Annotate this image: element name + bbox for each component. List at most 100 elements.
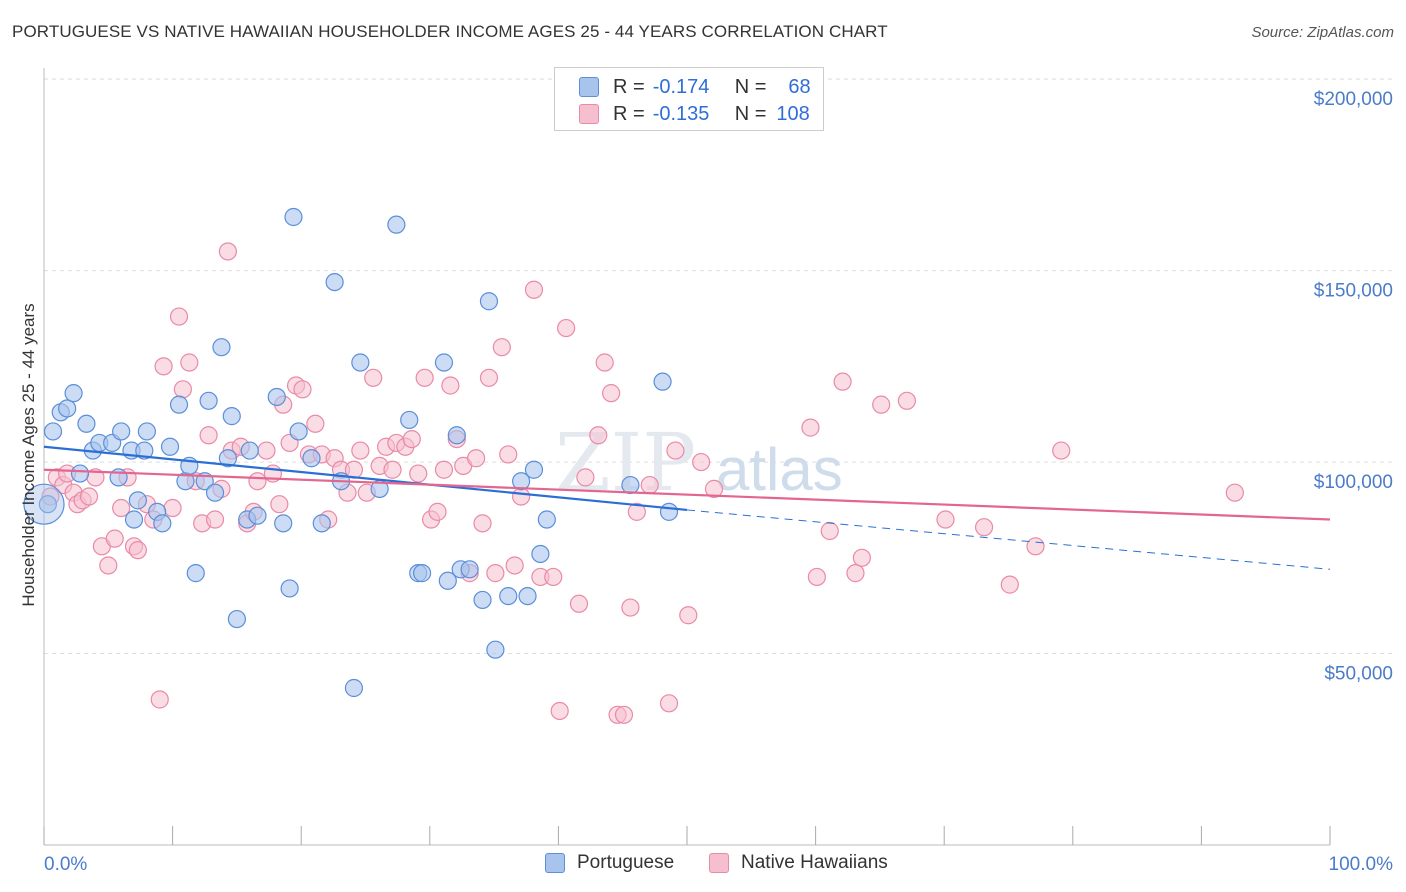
legend-r-value: -0.174 [652,75,710,98]
hawaiian-point [602,384,621,403]
portuguese-point [124,510,144,529]
chart-axes [43,68,1331,846]
hawaiian-point [205,510,225,529]
hawaiian-point [872,395,891,414]
hawaiian-point [154,357,173,376]
hawaiian-point [1052,441,1071,460]
hawaiian-point [595,353,614,372]
hawaiian-point [544,567,563,587]
hawaiian-point [666,441,685,460]
hawaiian-point [589,426,608,445]
hawaiian-point [1000,575,1019,594]
hawaiian-point [807,567,826,587]
portuguese-point [400,410,419,430]
portuguese-point [212,338,231,357]
portuguese-point [205,483,225,502]
hawaiian-point [112,498,131,518]
axis-labels: Householder Income Ages 25 - 44 years $5… [19,89,1393,875]
hawaiian-point [557,318,576,338]
hawaiian-point [306,414,325,433]
portuguese-point [653,372,672,391]
portuguese-point [537,510,556,529]
legend-label-portuguese: Portuguese [577,852,675,873]
portuguese-point [274,514,293,533]
trend-lines [43,445,1331,570]
hawaiian-point [428,502,447,521]
hawaiian-point [505,556,524,575]
portuguese-point [128,491,147,510]
portuguese-point [160,437,180,456]
portuguese-point [499,586,518,606]
hawaiian-point [569,594,589,613]
stats-legend: R = -0.174 N = 68 R = -0.135 N = 108 [554,67,824,131]
portuguese-point [351,353,370,372]
hawaiian-point [99,556,118,575]
portuguese-point [289,422,308,441]
portuguese-point [486,640,505,659]
portuguese-point [460,560,479,579]
hawaiian-point [801,418,820,437]
portuguese-point [58,399,77,418]
portuguese-legend-icon [545,853,565,873]
portuguese-point [38,495,57,514]
portuguese-point [153,514,172,533]
hawaiian-point [441,376,460,395]
portuguese-point [302,449,321,468]
legend-item-portuguese[interactable]: Portuguese [545,852,674,874]
portuguese-point [169,395,189,414]
hawaiian-point [409,464,428,483]
legend-r-value: -0.135 [652,102,710,125]
legend-r-label: R = [613,102,645,125]
hawaiian-point [150,690,169,709]
hawaiian-point [852,548,871,567]
hawaiian-point [169,307,189,326]
portuguese-point [70,464,90,483]
hawaiian-point [1026,537,1045,556]
hawaiian-trend-line [43,468,1331,521]
hawaiian-point [180,353,199,372]
hawaiian-point [479,368,499,387]
chart-title: PORTUGUESE VS NATIVE HAWAIIAN HOUSEHOLDE… [12,22,888,41]
portuguese-point [43,422,63,441]
legend-n-value: 108 [776,102,810,125]
legend-n-label: N = [734,75,767,98]
y-tick-label: $150,000 [1314,281,1393,302]
portuguese-point [280,579,299,598]
y-axis-label: Householder Income Ages 25 - 44 years [19,303,38,606]
portuguese-point [137,422,156,441]
hawaiian-points [41,242,1244,724]
hawaiian-point [550,701,569,721]
hawaiian-point [351,441,370,460]
portuguese-point [659,502,679,521]
hawaiian-point [466,449,486,468]
hawaiian-point [402,429,421,449]
legend-item-hawaiian[interactable]: Native Hawaiians [709,852,888,874]
y-tick-label: $50,000 [1324,664,1393,685]
portuguese-point [267,387,286,407]
hawaiian-point [614,705,634,724]
hawaiian-point [105,529,124,548]
portuguese-point [325,272,344,292]
hawaiian-point [692,452,711,472]
portuguese-point [64,384,83,403]
portuguese-point [284,207,303,227]
hawaiian-point [621,598,640,617]
portuguese-point [312,514,331,533]
portuguese-point [23,483,65,525]
portuguese-point [387,215,406,234]
hawaiian-point [257,441,276,460]
hawaiian-point [383,460,402,479]
series-legend: Portuguese Native Hawaiians [0,852,1406,878]
portuguese-point [218,449,237,468]
hawaiian-point [492,338,511,357]
y-tick-label: $200,000 [1314,89,1393,110]
watermark-atlas: atlas [716,436,843,503]
hawaiian-point [128,541,147,560]
hawaiian-point [524,280,544,299]
portuguese-point [518,586,537,606]
legend-n-label: N = [734,102,767,125]
hawaiian-point [897,391,917,410]
hawaiian-point [499,445,518,464]
hawaiian-legend-icon [709,853,729,873]
portuguese-point [77,414,96,433]
